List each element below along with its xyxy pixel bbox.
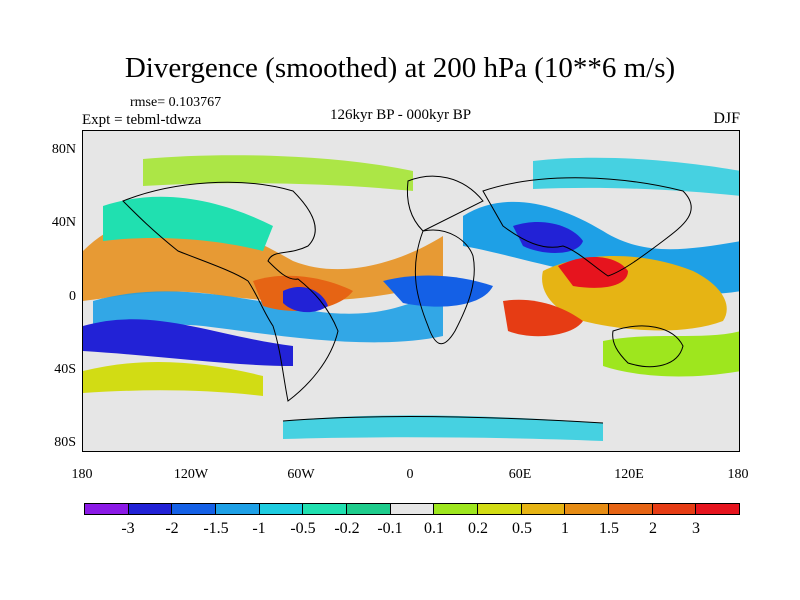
colorbar-swatch (216, 504, 260, 514)
colorbar-swatch (347, 504, 391, 514)
colorbar-swatch (652, 504, 697, 514)
chart-title: Divergence (smoothed) at 200 hPa (10**6 … (124, 52, 676, 84)
colorbar-label: 0.5 (512, 520, 532, 537)
colorbar-swatch (172, 504, 217, 514)
lon-label-120w: 120W (173, 467, 209, 482)
divergence-map (82, 130, 740, 452)
colorbar-swatch (434, 504, 479, 514)
colorbar-label: -1 (252, 520, 266, 537)
colorbar-swatch (565, 504, 610, 514)
experiment-label: Expt = tebml-tdwza (82, 112, 202, 128)
colorbar-swatch (259, 504, 304, 514)
colorbar-label: 0.2 (468, 520, 488, 537)
colorbar-swatch (85, 504, 129, 514)
colorbar-label: 1.5 (599, 520, 619, 537)
colorbar-swatch (478, 504, 522, 514)
colorbar (84, 503, 740, 515)
colorbar-label: 2 (649, 520, 657, 537)
anomaly-fields (83, 155, 739, 441)
lon-label-120e: 120E (614, 467, 644, 482)
lat-label-80s: 80S (54, 435, 76, 450)
lon-label-0: 0 (406, 467, 414, 482)
colorbar-label: 1 (561, 520, 569, 537)
colorbar-swatch (696, 504, 740, 514)
lon-label-180e: 180 (727, 467, 749, 482)
coastlines (122, 175, 692, 424)
period-label: 126kyr BP - 000kyr BP (330, 107, 472, 123)
colorbar-label: 3 (692, 520, 700, 537)
colorbar-swatch (303, 504, 348, 514)
colorbar-label: -3 (121, 520, 135, 537)
season-label: DJF (713, 110, 740, 127)
colorbar-swatch (128, 504, 173, 514)
colorbar-swatch (390, 504, 435, 514)
colorbar-label: 0.1 (424, 520, 444, 537)
lon-label-60e: 60E (508, 467, 532, 482)
lat-label-0: 0 (69, 289, 76, 304)
colorbar-swatch (609, 504, 653, 514)
colorbar-label: -2 (165, 520, 179, 537)
colorbar-swatch (521, 504, 566, 514)
map-field (83, 155, 739, 441)
lon-label-60w: 60W (287, 467, 315, 482)
lat-label-80n: 80N (51, 142, 76, 157)
lon-label-180w: 180 (71, 467, 93, 482)
lat-label-40s: 40S (54, 362, 76, 377)
colorbar-label: -0.5 (290, 520, 316, 537)
lat-label-40n: 40N (51, 215, 76, 230)
colorbar-label: -0.2 (334, 520, 360, 537)
rmse-label: rmse= 0.103767 (130, 95, 222, 110)
colorbar-label: -1.5 (203, 520, 229, 537)
colorbar-label: -0.1 (377, 520, 403, 537)
